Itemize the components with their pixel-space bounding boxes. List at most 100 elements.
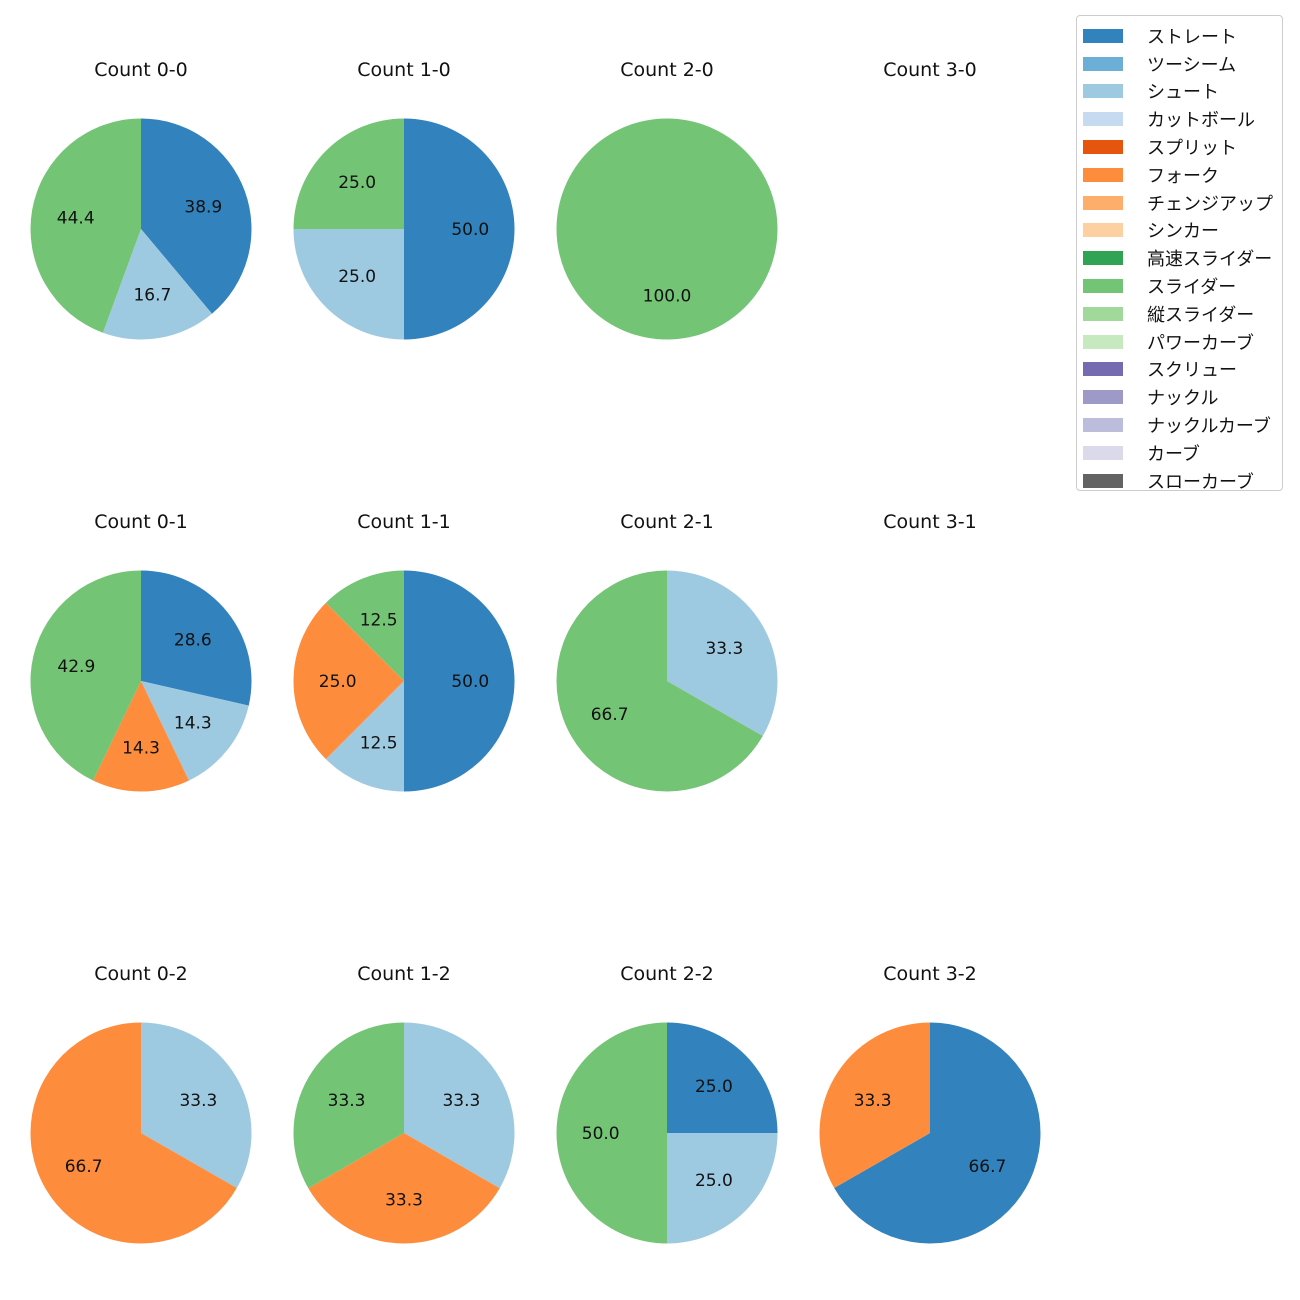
legend-item: ストレート — [1077, 22, 1282, 50]
pie-slice-count-0-0-0 — [141, 118, 252, 314]
legend-item: ナックルカーブ — [1077, 411, 1282, 439]
legend-item: ツーシーム — [1077, 50, 1282, 78]
slice-label: 25.0 — [319, 672, 357, 692]
slice-label: 66.7 — [65, 1157, 103, 1177]
legend-item: カットボール — [1077, 105, 1282, 133]
legend-item: カーブ — [1077, 439, 1282, 467]
legend-item: パワーカーブ — [1077, 328, 1282, 356]
slice-label: 33.3 — [854, 1091, 892, 1111]
pie-slice-count-2-1-1 — [556, 570, 763, 792]
pie-title: Count 0-0 — [94, 59, 188, 81]
legend-label: カットボール — [1147, 110, 1255, 132]
legend-item: 高速スライダー — [1077, 244, 1282, 272]
pie-count-3-2: Count 3-2 66.7 33.3 — [819, 963, 1041, 1244]
pie-slice-count-2-0-0 — [556, 118, 778, 340]
legend-label: スローカーブ — [1147, 471, 1254, 493]
legend-swatch — [1083, 279, 1123, 294]
legend-item: チェンジアップ — [1077, 189, 1282, 217]
legend-label: フォーク — [1147, 165, 1219, 187]
pie-title: Count 0-1 — [94, 511, 188, 533]
slice-label: 16.7 — [133, 285, 171, 305]
slice-label: 44.4 — [57, 208, 95, 228]
pie-title: Count 1-2 — [357, 963, 451, 985]
slice-label: 33.3 — [385, 1190, 423, 1210]
pie-count-2-0: Count 2-0 100.0 — [556, 59, 778, 340]
legend-label: ツーシーム — [1147, 54, 1237, 76]
legend-swatch — [1083, 418, 1123, 433]
pie-count-3-1: Count 3-1 — [883, 511, 977, 533]
pie-slice-count-0-1-3 — [30, 570, 141, 781]
pie-count-2-1: Count 2-1 33.3 66.7 — [556, 511, 778, 792]
pie-count-0-1: Count 0-1 28.6 14.3 14.3 42.9 — [30, 511, 252, 792]
pie-slice-count-0-1-1 — [141, 681, 249, 781]
pie-slice-count-1-1-0 — [404, 570, 515, 792]
legend-item: スライダー — [1077, 272, 1282, 300]
pie-title: Count 1-0 — [357, 59, 451, 81]
pie-slice-count-0-1-2 — [93, 681, 189, 792]
pie-slice-count-0-1-0 — [141, 570, 252, 706]
slice-label: 14.3 — [174, 713, 212, 733]
pie-slice-count-0-0-1 — [102, 229, 212, 340]
slice-label: 50.0 — [451, 220, 489, 240]
pie-slice-count-2-2-0 — [667, 1022, 778, 1133]
pie-count-0-0: Count 0-0 38.9 16.7 44.4 — [30, 59, 252, 340]
legend-swatch — [1083, 56, 1123, 71]
legend-label: ストレート — [1147, 26, 1237, 48]
legend-swatch — [1083, 140, 1123, 155]
legend-swatch — [1083, 390, 1123, 405]
pie-count-2-2: Count 2-2 25.0 25.0 50.0 — [556, 963, 778, 1244]
legend-label: スプリット — [1147, 138, 1237, 160]
legend-label: ナックルカーブ — [1147, 416, 1271, 438]
slice-label: 100.0 — [643, 286, 692, 306]
pie-count-1-2: Count 1-2 33.3 33.3 33.3 — [293, 963, 515, 1244]
legend-item: シュート — [1077, 78, 1282, 106]
slice-label: 12.5 — [360, 733, 398, 753]
pie-slice-count-1-1-1 — [325, 681, 404, 792]
slice-label: 14.3 — [122, 738, 160, 758]
pie-count-3-0: Count 3-0 — [883, 59, 977, 81]
pie-title: Count 3-0 — [883, 59, 977, 81]
legend-label: チェンジアップ — [1147, 193, 1273, 215]
slice-label: 66.7 — [591, 705, 629, 725]
slice-label: 25.0 — [695, 1077, 733, 1097]
slice-label: 25.0 — [338, 267, 376, 287]
pie-slice-count-1-2-0 — [404, 1022, 515, 1189]
legend-swatch — [1083, 306, 1123, 321]
pie-slice-count-1-2-2 — [293, 1022, 404, 1189]
pie-title: Count 2-2 — [620, 963, 714, 985]
legend-swatch — [1083, 445, 1123, 460]
slice-label: 33.3 — [442, 1091, 480, 1111]
slice-label: 50.0 — [451, 672, 489, 692]
legend-swatch — [1083, 195, 1123, 210]
pie-slice-count-1-1-3 — [325, 570, 404, 681]
pie-count-0-2: Count 0-2 33.3 66.7 — [30, 963, 252, 1244]
pie-title: Count 3-1 — [883, 511, 977, 533]
legend-label: パワーカーブ — [1147, 332, 1254, 354]
slice-label: 66.7 — [968, 1157, 1006, 1177]
legend-label: シンカー — [1147, 221, 1219, 243]
legend-swatch — [1083, 251, 1123, 266]
pie-slice-count-1-1-2 — [293, 602, 404, 760]
pie-slice-count-2-1-0 — [667, 570, 778, 737]
legend-label: シュート — [1147, 82, 1219, 104]
pie-slice-count-3-2-0 — [834, 1022, 1041, 1244]
legend-label: ナックル — [1147, 388, 1219, 410]
pie-slice-count-1-0-0 — [404, 118, 515, 340]
legend-swatch — [1083, 28, 1123, 43]
slice-label: 25.0 — [695, 1171, 733, 1191]
pie-title: Count 3-2 — [883, 963, 977, 985]
slice-label: 25.0 — [338, 173, 376, 193]
legend-item: フォーク — [1077, 161, 1282, 189]
pie-slice-count-1-0-1 — [293, 229, 404, 340]
pie-title: Count 2-1 — [620, 511, 714, 533]
legend-swatch — [1083, 473, 1123, 488]
slice-label: 50.0 — [582, 1124, 620, 1144]
slice-label: 28.6 — [174, 631, 212, 651]
pie-title: Count 2-0 — [620, 59, 714, 81]
pie-count-1-1: Count 1-1 50.0 12.5 25.0 12.5 — [293, 511, 515, 792]
pie-slice-count-0-0-2 — [30, 118, 141, 333]
pie-count-1-0: Count 1-0 50.0 25.0 25.0 — [293, 59, 515, 340]
slice-label: 33.3 — [328, 1091, 366, 1111]
legend-label: 縦スライダー — [1147, 304, 1255, 326]
